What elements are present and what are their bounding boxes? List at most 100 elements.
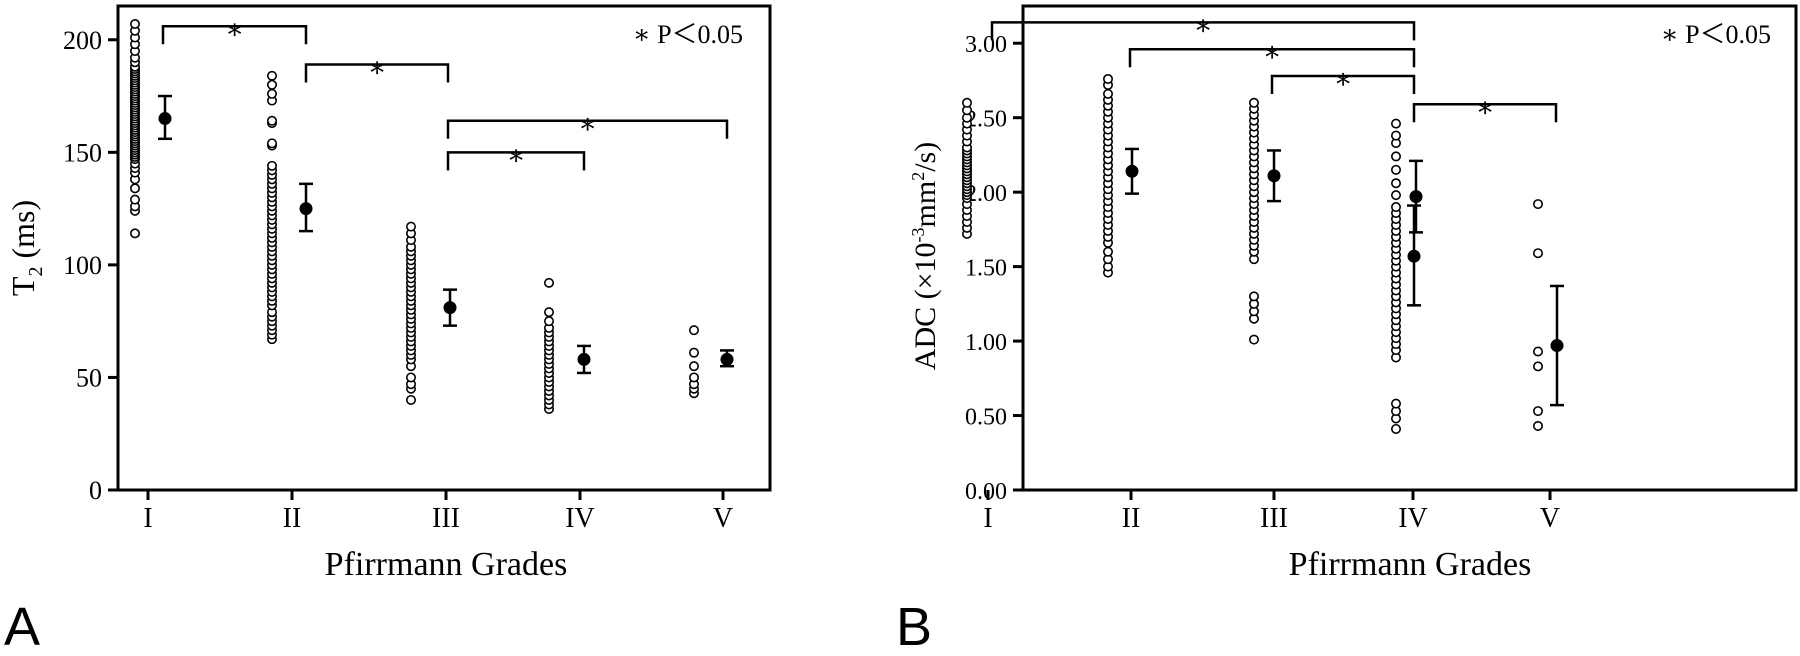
significance-bracket (1128, 47, 1416, 68)
significance-bracket (161, 25, 308, 45)
y-tick-label: 1.50 (965, 256, 1007, 282)
data-point (1533, 199, 1544, 210)
mean-marker (299, 202, 313, 216)
significance-star: ∗ (367, 53, 386, 84)
data-point (688, 361, 699, 372)
x-tick-label: I (143, 503, 152, 534)
data-point (1391, 164, 1402, 175)
data-point (1391, 178, 1402, 189)
data-point (266, 138, 277, 149)
data-point (1533, 361, 1544, 372)
y-tick-label: 2.50 (965, 107, 1007, 133)
data-point (1391, 130, 1402, 141)
mean-marker (443, 301, 457, 315)
panel-label: A (4, 597, 40, 656)
x-tick-label: V (1540, 503, 1560, 534)
data-point (405, 221, 416, 232)
mean-marker (577, 352, 591, 366)
x-tick-label: III (432, 503, 460, 534)
y-tick-label: 2.00 (965, 181, 1007, 207)
data-point (1103, 88, 1114, 99)
significance-star: ∗ (1262, 37, 1281, 68)
data-point (266, 88, 277, 99)
data-point (688, 372, 699, 383)
y-tick-label: 100 (63, 251, 102, 280)
y-axis-ticks: 0 50 100 150 200 (63, 26, 118, 505)
data-point (543, 277, 554, 288)
mean-marker (1550, 339, 1564, 353)
data-point (1391, 423, 1402, 434)
data-point (1391, 190, 1402, 201)
panel-label: B (896, 597, 932, 656)
data-point (1103, 246, 1114, 257)
data-point (1533, 420, 1544, 431)
data-point (543, 307, 554, 318)
y-axis-label: ADC (×10-3mm2/s) (908, 142, 942, 370)
mean-marker (1407, 249, 1421, 263)
x-axis-ticks: I II III IV V (983, 490, 1560, 534)
data-point (1533, 346, 1544, 357)
mean-marker (158, 112, 172, 126)
data-point (1533, 406, 1544, 417)
data-point (405, 394, 416, 405)
x-tick-label: IV (565, 503, 595, 534)
data-points (130, 19, 699, 414)
y-tick-label: 0.50 (965, 405, 1007, 431)
x-tick-label: I (983, 503, 992, 534)
x-tick-label: II (283, 503, 302, 534)
significance-bracket (446, 119, 729, 139)
x-axis-label: Pfirrmann Grades (325, 546, 568, 583)
data-point (266, 115, 277, 126)
data-point (1533, 248, 1544, 259)
significance-star: ∗ (1193, 10, 1212, 41)
significance-star: ∗ (578, 109, 597, 140)
significance-bracket (990, 21, 1416, 41)
significance-brackets: ∗ ∗ ∗ ∗ (990, 10, 1558, 123)
x-axis-ticks: I II III IV V (143, 490, 733, 534)
data-point (1249, 334, 1260, 345)
significance-star: ∗ (225, 14, 244, 45)
data-point (1391, 202, 1402, 213)
mean-marker (1409, 190, 1423, 204)
y-axis-label: T2 (ms) (5, 200, 47, 296)
y-axis-ticks: 0.00 0.50 1.00 1.50 2.00 2.50 3.00 (965, 32, 1023, 505)
significance-star: ∗ (506, 140, 525, 171)
data-point (266, 70, 277, 81)
significance-bracket (1270, 74, 1416, 94)
significance-star: ∗ (1475, 92, 1494, 123)
y-tick-label: 0.00 (965, 479, 1007, 505)
mean-markers (1125, 147, 1564, 407)
data-point (266, 79, 277, 90)
significance-brackets: ∗ ∗ ∗ ∗ (161, 14, 729, 171)
mean-markers (158, 94, 734, 375)
mean-marker (1267, 169, 1281, 183)
data-point (405, 372, 416, 383)
plot-frame (116, 4, 772, 492)
data-point (543, 316, 554, 327)
y-tick-label: 3.00 (965, 32, 1007, 58)
panel-b: 0.000.501.001.502.002.503.00 I II III IV V ∗… (896, 4, 1798, 656)
significance-star: ∗ (1333, 64, 1352, 95)
plot-frame (1021, 4, 1798, 492)
x-tick-label: III (1260, 503, 1288, 534)
data-points (961, 73, 1544, 434)
data-point (688, 325, 699, 336)
significance-bracket (1412, 103, 1558, 123)
data-point (130, 194, 141, 205)
x-tick-label: V (713, 503, 733, 534)
data-point (1391, 151, 1402, 162)
data-point (688, 347, 699, 358)
y-tick-label: 50 (76, 363, 102, 392)
data-point (961, 97, 972, 108)
significance-bracket (304, 63, 450, 83)
data-point (1249, 97, 1260, 108)
y-tick-label: 1.00 (965, 330, 1007, 356)
data-point (1249, 291, 1260, 302)
mean-marker (720, 352, 734, 366)
y-tick-label: 200 (63, 26, 102, 55)
mean-marker (1125, 164, 1139, 178)
data-point (130, 228, 141, 239)
data-point (130, 183, 141, 194)
